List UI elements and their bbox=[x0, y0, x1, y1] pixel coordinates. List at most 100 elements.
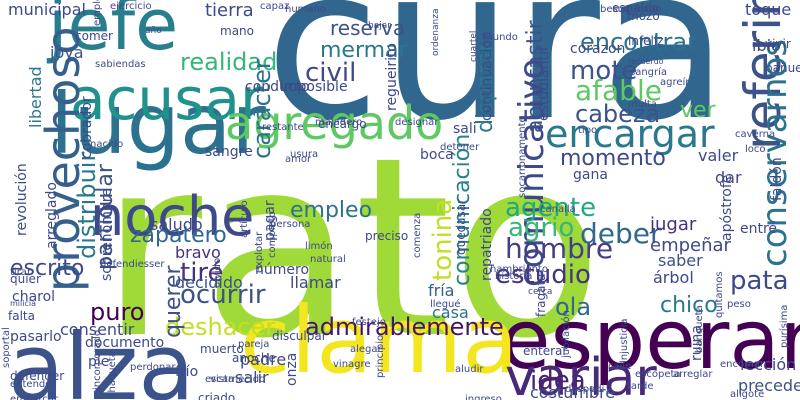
cloud-word: gana bbox=[573, 167, 608, 183]
cloud-word: zapatero bbox=[130, 223, 227, 248]
cloud-word: año bbox=[145, 26, 162, 36]
cloud-word: recuerdo bbox=[628, 57, 664, 66]
cloud-word: escopeta bbox=[635, 369, 681, 380]
cloud-word: civil bbox=[305, 58, 357, 88]
cloud-word: loco bbox=[745, 144, 766, 155]
cloud-word: continuación bbox=[479, 31, 495, 121]
cloud-word: limón bbox=[305, 241, 333, 252]
cloud-word: mundo bbox=[483, 32, 518, 43]
cloud-word: encargar bbox=[545, 112, 715, 156]
cloud-word: disculpar bbox=[272, 329, 327, 343]
cloud-word: despedí bbox=[565, 384, 605, 395]
cloud-word: detener bbox=[440, 142, 480, 153]
cloud-word: corazón bbox=[570, 41, 626, 57]
cloud-word: vivir bbox=[765, 37, 791, 51]
cloud-word: carácter bbox=[248, 59, 276, 159]
cloud-word: socarronamente bbox=[517, 116, 528, 198]
cloud-word: dar bbox=[715, 168, 742, 187]
cloud-word: regueirito bbox=[384, 42, 400, 111]
cloud-word: fría bbox=[428, 281, 455, 300]
cloud-word: estudiantil bbox=[536, 47, 552, 121]
cloud-word: aludir bbox=[455, 364, 484, 375]
cloud-word: empleado bbox=[92, 0, 103, 26]
cloud-word: ibio bbox=[752, 36, 781, 55]
cloud-word: falta bbox=[8, 309, 35, 323]
cloud-word: ordenanza bbox=[431, 8, 441, 56]
cloud-word: mozo bbox=[627, 9, 660, 23]
cloud-word: pareja bbox=[238, 339, 270, 350]
cloud-word: tipo bbox=[578, 125, 598, 136]
cloud-word: cabeza bbox=[575, 100, 661, 128]
cloud-word: arreglar bbox=[673, 369, 713, 380]
cloud-word: agreír bbox=[660, 77, 690, 88]
cloud-word: tarde bbox=[627, 381, 654, 392]
cloud-word: onza bbox=[284, 352, 300, 386]
cloud-word: restante bbox=[262, 122, 304, 133]
cloud-word: historia bbox=[495, 271, 533, 282]
cloud-word: muerto bbox=[200, 342, 244, 356]
cloud-word: ola bbox=[555, 293, 592, 321]
cloud-word: casa bbox=[432, 303, 469, 322]
cloud-word: esperar bbox=[500, 293, 800, 388]
cloud-word: padre bbox=[240, 350, 287, 369]
cloud-word: enterar bbox=[523, 344, 568, 358]
cloud-word: pata bbox=[730, 266, 789, 296]
cloud-word: costumbre bbox=[530, 383, 616, 400]
cloud-word: natural bbox=[310, 254, 346, 265]
cloud-word: valer bbox=[698, 146, 739, 165]
cloud-word: llamar bbox=[290, 273, 341, 292]
cloud-word: bajar bbox=[368, 21, 391, 31]
cloud-word: designar bbox=[395, 117, 439, 128]
cloud-word: encontrar bbox=[580, 28, 697, 56]
cloud-word: empeñar bbox=[650, 235, 731, 256]
cloud-word: conducto bbox=[245, 79, 310, 95]
cloud-word: vinagre bbox=[333, 359, 371, 370]
cloud-word: usura bbox=[290, 149, 319, 160]
cloud-word: afable bbox=[575, 74, 662, 107]
cloud-word: defendiesser bbox=[100, 259, 165, 270]
cloud-word: tiré bbox=[180, 258, 224, 288]
cloud-word: boca bbox=[420, 147, 454, 163]
cloud-word: imposible bbox=[280, 79, 348, 95]
cloud-word: sangre bbox=[205, 144, 253, 160]
cloud-word: completo bbox=[267, 211, 278, 258]
cloud-word: lección bbox=[740, 355, 797, 374]
cloud-word: apóstrofe bbox=[719, 174, 735, 241]
cloud-word: preceden bbox=[738, 376, 800, 395]
cloud-word: entender bbox=[10, 379, 56, 390]
cloud-word: hambriento bbox=[490, 264, 548, 275]
cloud-word: quitamos bbox=[714, 271, 725, 318]
cloud-word: caverna bbox=[735, 129, 776, 140]
cloud-word: olvido bbox=[212, 257, 223, 288]
cloud-word: llegué bbox=[430, 299, 461, 310]
cloud-word: purísima bbox=[779, 304, 790, 348]
cloud-word: sabiendas bbox=[95, 59, 146, 70]
cloud-word: multa bbox=[628, 99, 657, 110]
cloud-word: ingreso bbox=[465, 394, 502, 400]
cloud-word: calle bbox=[608, 361, 632, 372]
cloud-word: capaz bbox=[260, 1, 290, 12]
cloud-word: nacido bbox=[90, 139, 124, 150]
cloud-word: pañuelo bbox=[765, 61, 800, 75]
cloud-word: realidad bbox=[180, 48, 278, 76]
cloud-word: preciso bbox=[365, 229, 409, 243]
cloud-word: encomar bbox=[720, 359, 765, 370]
cloud-word: jugar bbox=[650, 214, 697, 235]
cloud-word: mano bbox=[220, 24, 254, 38]
cloud-word: mote bbox=[570, 56, 638, 86]
cloud-word: bravo bbox=[175, 243, 221, 262]
cloud-word: explotar bbox=[254, 231, 265, 273]
cloud-word: banqueta bbox=[694, 305, 705, 353]
cloud-word: agrio bbox=[508, 213, 575, 243]
cloud-word: humano bbox=[285, 4, 327, 15]
cloud-word: escrito bbox=[10, 256, 85, 281]
cloud-word: número bbox=[255, 262, 310, 278]
cloud-word: documento bbox=[85, 335, 165, 351]
cloud-word: rato bbox=[100, 105, 603, 393]
cloud-word: noche bbox=[90, 185, 255, 248]
cloud-word: distribuir bbox=[73, 151, 101, 259]
cloud-word: reserva bbox=[330, 16, 406, 40]
cloud-word: amor bbox=[285, 154, 312, 165]
cloud-word: vista bbox=[210, 374, 234, 385]
